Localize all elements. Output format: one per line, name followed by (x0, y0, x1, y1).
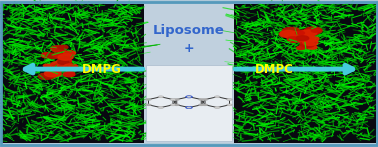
Circle shape (288, 38, 300, 42)
Circle shape (51, 46, 66, 52)
Circle shape (58, 45, 68, 49)
Circle shape (158, 96, 164, 98)
Circle shape (186, 96, 192, 98)
Text: DMPC: DMPC (255, 63, 293, 76)
Circle shape (45, 74, 56, 78)
Circle shape (145, 98, 152, 101)
Circle shape (46, 53, 60, 59)
Circle shape (46, 69, 61, 75)
Text: +: + (184, 42, 194, 55)
Circle shape (58, 60, 69, 64)
Circle shape (170, 104, 176, 106)
Circle shape (214, 106, 220, 109)
Circle shape (226, 104, 233, 106)
Circle shape (186, 106, 192, 109)
Circle shape (300, 42, 316, 49)
Circle shape (57, 58, 71, 64)
Circle shape (187, 96, 191, 98)
Circle shape (296, 31, 304, 35)
Circle shape (279, 31, 297, 37)
Circle shape (171, 104, 175, 106)
Circle shape (158, 106, 164, 109)
Bar (2, 4, 144, 143)
Text: Liposome: Liposome (153, 24, 225, 37)
Circle shape (215, 96, 220, 98)
Circle shape (171, 99, 175, 100)
Circle shape (227, 99, 232, 100)
Circle shape (307, 37, 319, 41)
Circle shape (302, 30, 317, 36)
Circle shape (308, 46, 317, 49)
Circle shape (305, 38, 314, 41)
Circle shape (202, 104, 208, 106)
Circle shape (158, 96, 163, 98)
Circle shape (58, 54, 73, 60)
Circle shape (174, 98, 180, 101)
Circle shape (145, 104, 152, 106)
Circle shape (305, 27, 322, 34)
Text: DMPG: DMPG (82, 63, 122, 76)
Circle shape (226, 98, 233, 101)
Circle shape (57, 54, 73, 60)
Circle shape (198, 104, 204, 106)
Circle shape (198, 98, 204, 101)
Circle shape (202, 98, 208, 101)
Circle shape (297, 36, 311, 42)
Circle shape (215, 107, 220, 108)
Circle shape (185, 106, 193, 109)
Circle shape (43, 64, 51, 67)
Circle shape (52, 69, 60, 73)
Circle shape (285, 32, 302, 39)
Circle shape (64, 64, 78, 69)
Circle shape (311, 29, 320, 32)
Circle shape (302, 29, 319, 36)
Circle shape (297, 46, 305, 50)
Circle shape (296, 36, 309, 41)
Circle shape (296, 30, 312, 36)
Circle shape (41, 53, 54, 58)
Circle shape (299, 39, 313, 44)
Bar (144, 4, 234, 143)
Circle shape (170, 98, 176, 101)
Bar (146, 65, 232, 141)
Circle shape (287, 37, 298, 41)
Circle shape (63, 51, 76, 56)
Circle shape (227, 104, 232, 106)
Circle shape (65, 72, 74, 75)
Circle shape (63, 72, 75, 77)
Circle shape (53, 53, 64, 57)
Circle shape (282, 27, 300, 35)
Circle shape (54, 73, 61, 76)
Circle shape (187, 107, 191, 108)
Circle shape (45, 70, 61, 77)
Circle shape (51, 62, 66, 68)
Bar (234, 4, 376, 143)
Circle shape (39, 73, 54, 79)
Circle shape (185, 95, 193, 98)
Circle shape (158, 107, 163, 108)
Circle shape (174, 104, 180, 106)
Circle shape (301, 42, 314, 47)
Circle shape (42, 53, 51, 56)
Circle shape (280, 31, 297, 37)
Circle shape (214, 96, 220, 98)
Circle shape (303, 40, 318, 45)
